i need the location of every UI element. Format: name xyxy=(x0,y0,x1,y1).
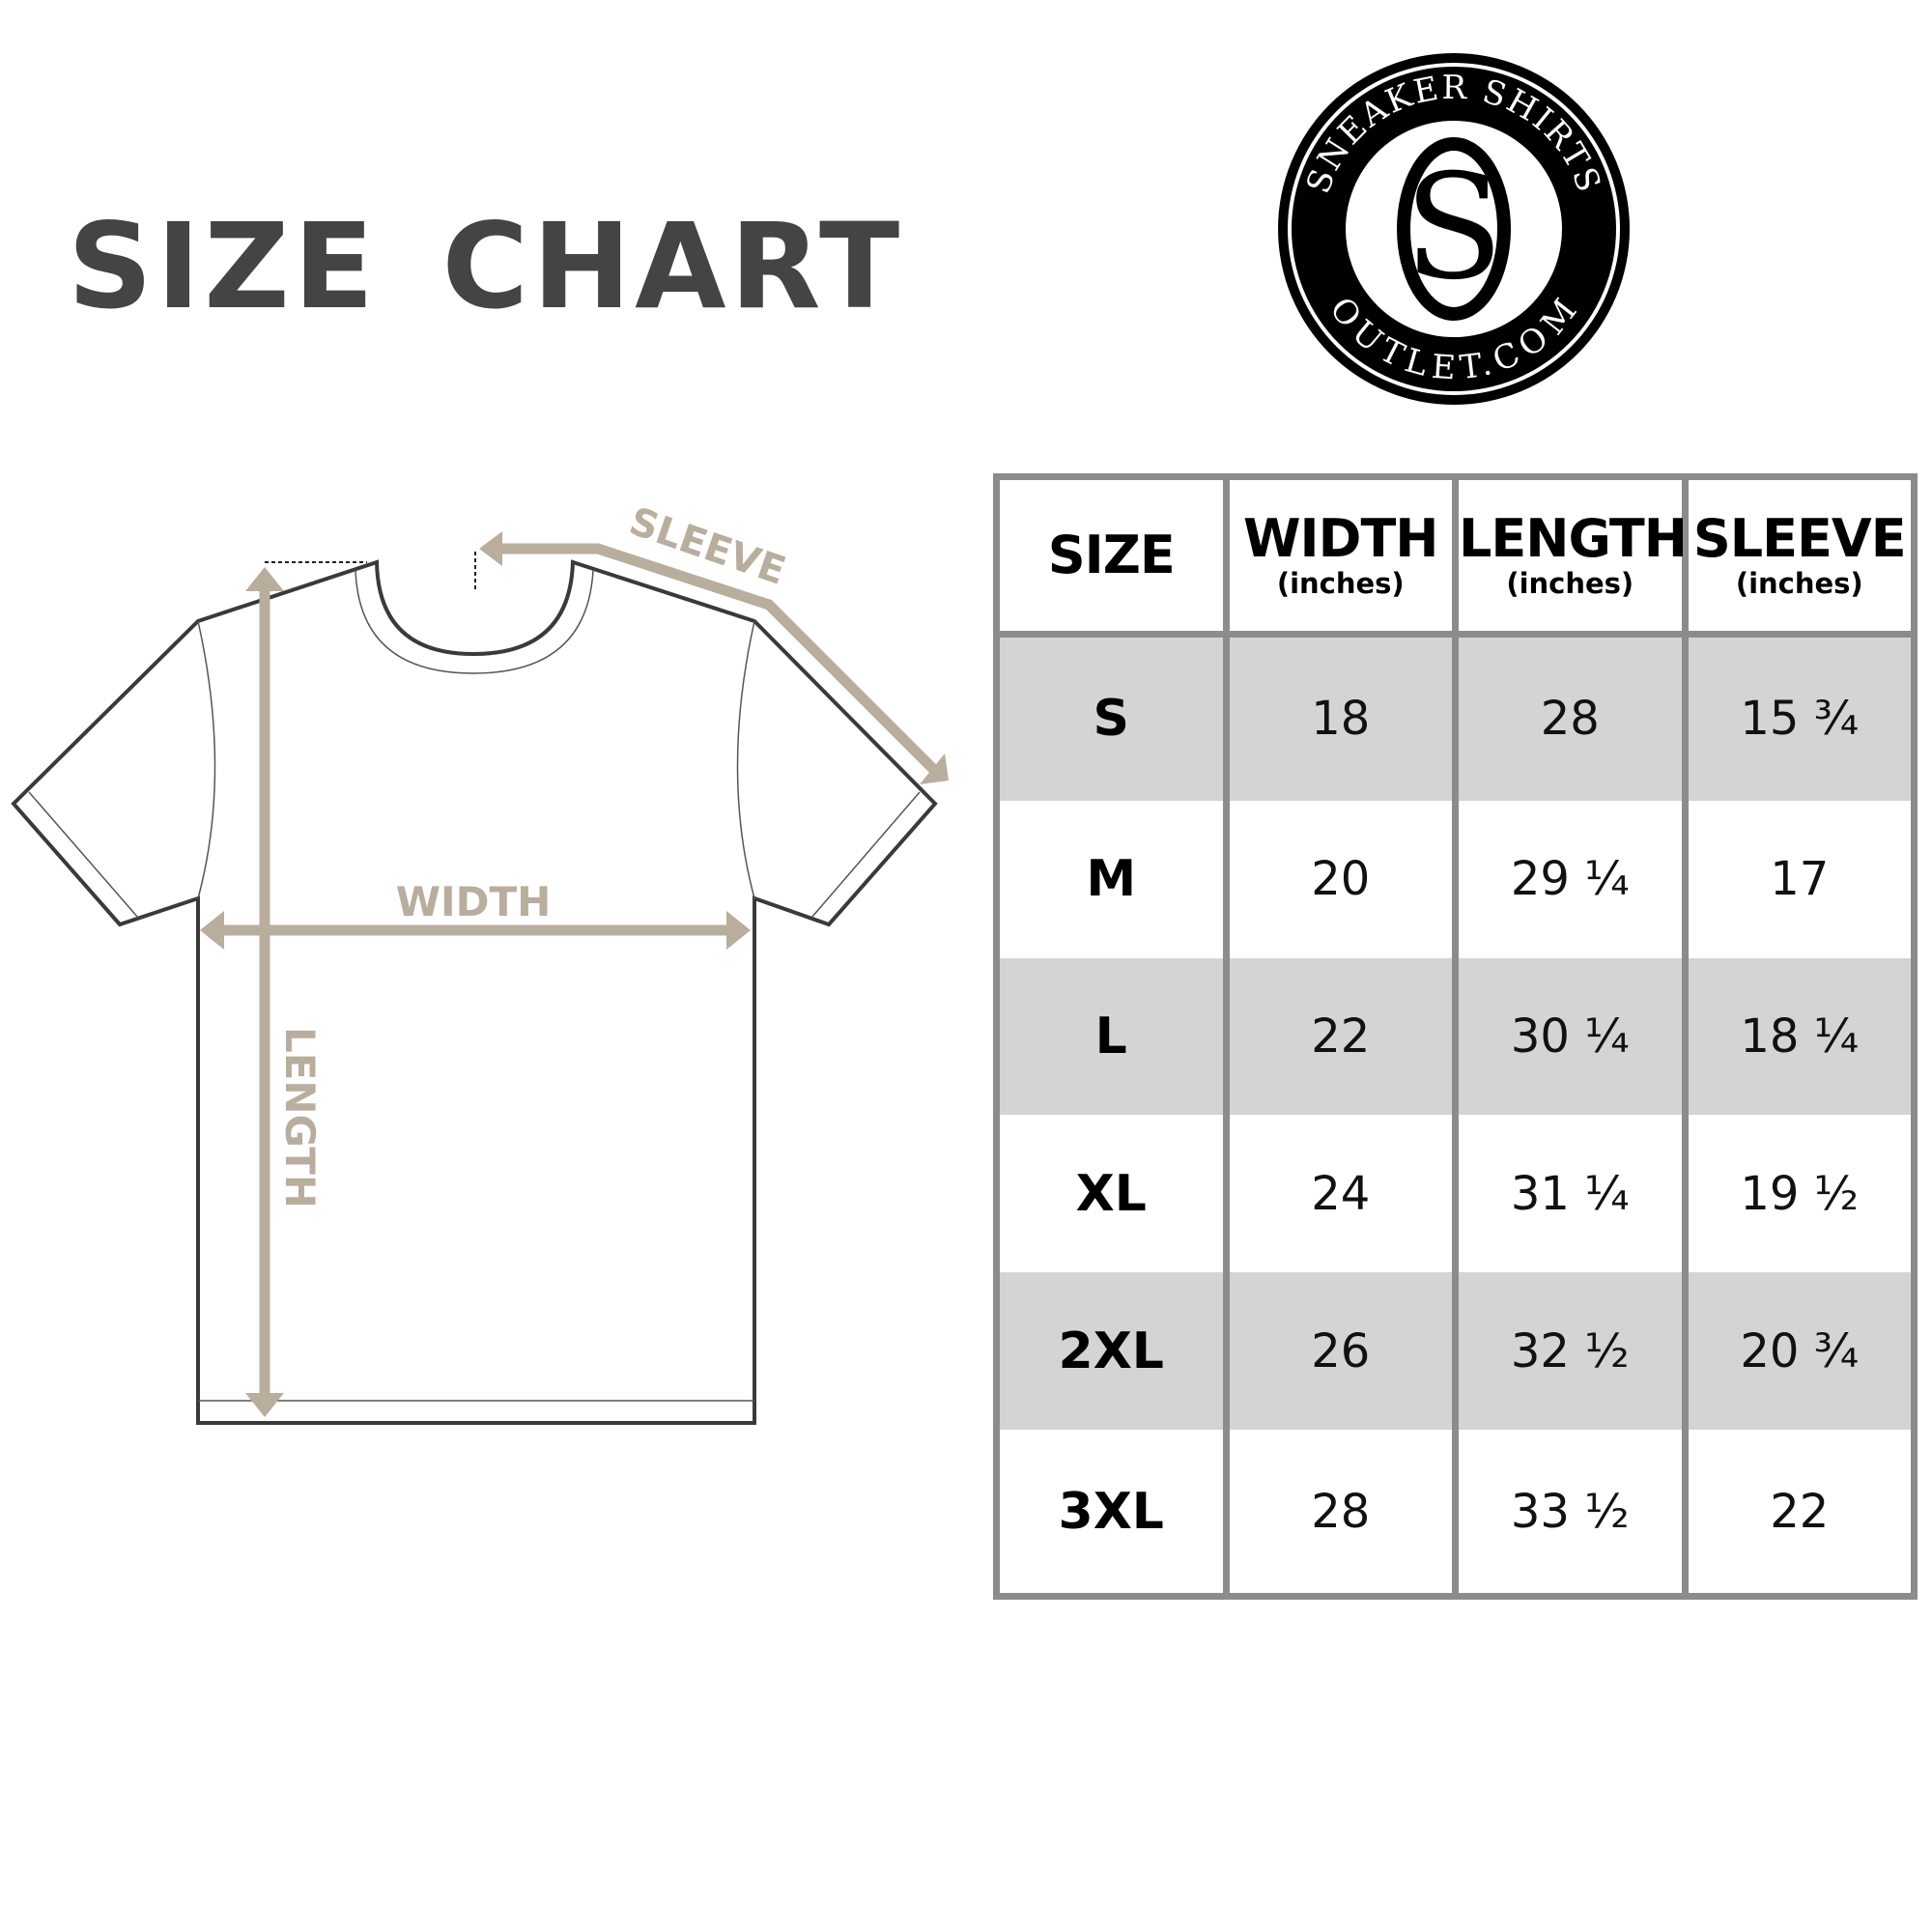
table-row: M 20 29 ¼ 17 xyxy=(993,800,1918,958)
width-arrow xyxy=(200,911,751,950)
sleeve-cell: 17 xyxy=(1681,800,1918,958)
width-cell: 28 xyxy=(1222,1430,1459,1597)
table-header-row: SIZE WIDTH (inches) LENGTH (inches) SLEEVE… xyxy=(993,473,1918,638)
length-arrow xyxy=(245,567,284,1417)
width-cell: 26 xyxy=(1222,1272,1459,1431)
size-cell: XL xyxy=(993,1115,1230,1273)
sleeve-cell: 15 ¾ xyxy=(1681,634,1918,801)
header-length: LENGTH (inches) xyxy=(1452,473,1689,638)
length-cell: 31 ¼ xyxy=(1452,1115,1689,1273)
shirt-outline xyxy=(11,559,938,1425)
page-title: SIZE CHART xyxy=(68,198,904,335)
so-monogram xyxy=(1397,137,1511,321)
length-cell: 32 ½ xyxy=(1452,1272,1689,1431)
table-row: L 22 30 ¼ 18 ¼ xyxy=(993,957,1918,1116)
size-cell: 3XL xyxy=(993,1430,1230,1597)
width-cell: 20 xyxy=(1222,800,1459,958)
header-width: WIDTH (inches) xyxy=(1222,473,1459,638)
table-row: XL 24 31 ¼ 19 ½ xyxy=(993,1115,1918,1273)
length-cell: 29 ¼ xyxy=(1452,800,1689,958)
size-cell: S xyxy=(993,634,1230,801)
svg-text:S: S xyxy=(1405,144,1504,312)
width-cell: 24 xyxy=(1222,1115,1459,1273)
table-row: S 18 28 15 ¾ xyxy=(993,634,1918,801)
size-table: SIZE WIDTH (inches) LENGTH (inches) SLEEVE… xyxy=(993,473,1918,1600)
tshirt-diagram: WIDTH LENGTH SLEEVE xyxy=(11,499,949,1425)
sleeve-cell: 19 ½ xyxy=(1681,1115,1918,1273)
size-cell: L xyxy=(993,957,1230,1116)
table-row: 2XL 26 32 ½ 20 ¾ xyxy=(993,1272,1918,1431)
header-size: SIZE xyxy=(993,473,1230,638)
sleeve-cell: 18 ¼ xyxy=(1681,957,1918,1116)
sleeve-cell: 20 ¾ xyxy=(1681,1272,1918,1431)
header-sleeve: SLEEVE (inches) xyxy=(1681,473,1918,638)
width-label: WIDTH xyxy=(396,878,552,925)
sneaker-shirts-outlet-logo: SNEAKER SHIRTS OUTLET.COM S xyxy=(1278,53,1630,405)
length-cell: 28 xyxy=(1452,634,1689,801)
length-cell: 30 ¼ xyxy=(1452,957,1689,1116)
width-cell: 22 xyxy=(1222,957,1459,1116)
size-cell: M xyxy=(993,800,1230,958)
sleeve-cell: 22 xyxy=(1681,1430,1918,1597)
table-row: 3XL 28 33 ½ 22 xyxy=(993,1430,1918,1597)
length-cell: 33 ½ xyxy=(1452,1430,1689,1597)
size-cell: 2XL xyxy=(993,1272,1230,1431)
length-label: LENGTH xyxy=(276,1027,324,1208)
sleeve-arrow xyxy=(479,531,949,784)
width-cell: 18 xyxy=(1222,634,1459,801)
